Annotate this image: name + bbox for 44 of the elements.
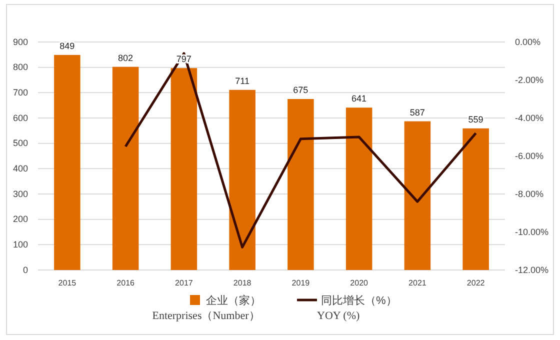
bar: [170, 68, 198, 270]
data-label: 675: [293, 85, 308, 95]
x-tick-label: 2018: [233, 278, 252, 288]
legend-label: 企业（家）: [206, 294, 261, 307]
data-label: 849: [60, 40, 75, 51]
y-tick-label: 900: [12, 36, 28, 47]
text: Enterprises（Number）: [152, 310, 260, 322]
y2-tick-label: -10.00%: [515, 226, 549, 237]
y-tick-label: 800: [12, 62, 28, 72]
y2-tick-label: -12.00%: [515, 264, 549, 275]
bar: [54, 54, 80, 270]
y-tick-label: 0: [22, 264, 28, 275]
x-tick-label: 2015: [58, 278, 77, 288]
data-label: 641: [352, 94, 367, 104]
data-label: 802: [118, 52, 134, 63]
x-tick-label: 2022: [466, 278, 486, 288]
data-label: 711: [235, 76, 250, 86]
legend-label: 同比增长（%）: [321, 294, 397, 307]
bar: [288, 99, 314, 270]
bar: [112, 66, 139, 270]
data-label: 587: [410, 107, 425, 118]
y-tick-label: 700: [12, 88, 28, 98]
y-tick-label: 100: [12, 240, 28, 250]
y2-tick-label: -4.00%: [515, 112, 544, 123]
y-tick-label: 600: [12, 112, 28, 123]
y-tick-label: 300: [12, 188, 28, 199]
x-tick-label: 2021: [408, 278, 427, 288]
y-tick-label: 200: [12, 214, 28, 224]
y-tick-label: 400: [12, 164, 28, 174]
x-tick-label: 2020: [350, 278, 369, 288]
y2-tick-label: -6.00%: [515, 150, 544, 161]
bar: [346, 108, 372, 270]
bar: [404, 121, 431, 270]
x-tick-label: 2019: [292, 278, 310, 288]
data-label: 559: [468, 114, 484, 124]
text: YOY (%): [317, 310, 360, 322]
x-tick-label: 2016: [116, 278, 136, 288]
bar: [229, 90, 256, 270]
y-tick-label: 500: [12, 138, 28, 148]
y2-tick-label: -2.00%: [515, 74, 544, 85]
y2-tick-label: -8.00%: [515, 188, 544, 199]
x-tick-label: 2017: [175, 278, 194, 288]
y2-tick-label: 0.00%: [515, 36, 541, 47]
bar: [462, 128, 489, 270]
